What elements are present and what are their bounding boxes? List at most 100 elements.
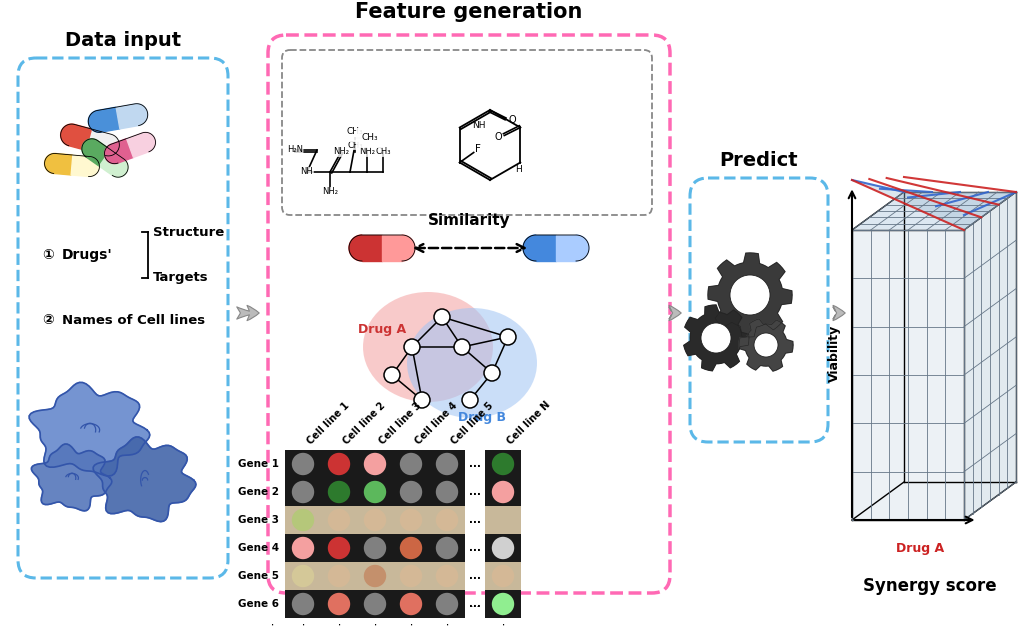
Circle shape xyxy=(753,333,777,357)
Polygon shape xyxy=(683,305,748,371)
Polygon shape xyxy=(97,107,120,132)
Text: H₂N: H₂N xyxy=(286,145,303,155)
Polygon shape xyxy=(87,130,111,155)
Polygon shape xyxy=(135,104,148,126)
Polygon shape xyxy=(68,125,93,151)
Polygon shape xyxy=(89,110,101,132)
Text: ⋮: ⋮ xyxy=(441,624,452,626)
Polygon shape xyxy=(89,156,99,177)
Circle shape xyxy=(327,509,350,531)
Polygon shape xyxy=(105,135,119,156)
Polygon shape xyxy=(71,155,91,177)
Polygon shape xyxy=(112,159,128,177)
Polygon shape xyxy=(707,253,791,337)
Circle shape xyxy=(364,537,386,559)
Text: O: O xyxy=(494,133,501,143)
Text: ⋮: ⋮ xyxy=(266,624,277,626)
Polygon shape xyxy=(30,382,150,476)
Text: ...: ... xyxy=(469,543,481,553)
Text: Gene 3: Gene 3 xyxy=(237,515,279,525)
Circle shape xyxy=(399,537,422,559)
Text: Gene 2: Gene 2 xyxy=(237,487,279,497)
Text: Gene 1: Gene 1 xyxy=(237,459,279,469)
Bar xyxy=(484,506,521,534)
Text: Cell line 1: Cell line 1 xyxy=(305,400,351,446)
Circle shape xyxy=(435,481,458,503)
Text: CH₃: CH₃ xyxy=(346,128,363,136)
Circle shape xyxy=(700,323,731,353)
Text: O: O xyxy=(507,115,516,125)
Polygon shape xyxy=(963,192,1015,520)
Bar xyxy=(284,590,465,618)
Circle shape xyxy=(491,453,514,475)
Polygon shape xyxy=(86,141,111,166)
Text: Drug A: Drug A xyxy=(358,324,406,337)
Circle shape xyxy=(484,365,499,381)
Polygon shape xyxy=(93,437,196,521)
Text: F: F xyxy=(474,145,480,155)
Circle shape xyxy=(730,275,769,315)
Bar xyxy=(484,450,521,478)
Circle shape xyxy=(491,593,514,615)
Text: NH: NH xyxy=(301,168,313,177)
Text: Viability: Viability xyxy=(826,325,840,382)
Circle shape xyxy=(327,565,350,587)
Text: ①: ① xyxy=(42,248,54,262)
Polygon shape xyxy=(382,235,401,261)
Polygon shape xyxy=(60,124,74,146)
Polygon shape xyxy=(348,235,362,261)
Text: Gene 6: Gene 6 xyxy=(237,599,279,609)
Circle shape xyxy=(291,453,314,475)
Polygon shape xyxy=(851,230,963,520)
Text: ...: ... xyxy=(469,515,481,525)
Bar xyxy=(284,506,465,534)
Text: Predict: Predict xyxy=(719,151,798,170)
Text: Cell line 4: Cell line 4 xyxy=(413,400,459,446)
Text: NH₂: NH₂ xyxy=(359,148,375,156)
Circle shape xyxy=(435,593,458,615)
Text: Drug A: Drug A xyxy=(895,542,943,555)
Text: Structure: Structure xyxy=(153,225,224,239)
Text: ...: ... xyxy=(469,487,481,497)
Ellipse shape xyxy=(363,292,492,402)
Text: Drug B: Drug B xyxy=(458,411,505,424)
Text: ⋮: ⋮ xyxy=(497,624,508,626)
Ellipse shape xyxy=(407,308,536,418)
Text: ...: ... xyxy=(469,599,480,609)
Polygon shape xyxy=(555,235,576,261)
Circle shape xyxy=(404,339,420,355)
Polygon shape xyxy=(523,235,535,261)
Text: NH₂: NH₂ xyxy=(332,148,348,156)
Circle shape xyxy=(491,565,514,587)
Polygon shape xyxy=(851,192,1015,230)
Polygon shape xyxy=(362,235,382,261)
Polygon shape xyxy=(142,132,155,151)
Text: CH₃: CH₃ xyxy=(375,148,390,156)
Circle shape xyxy=(291,481,314,503)
Text: ⋮: ⋮ xyxy=(369,624,380,626)
Text: Gene 5: Gene 5 xyxy=(237,571,279,581)
Text: ...: ... xyxy=(469,599,481,609)
Circle shape xyxy=(435,537,458,559)
Polygon shape xyxy=(111,138,133,163)
Text: Gene 4: Gene 4 xyxy=(237,543,279,553)
Circle shape xyxy=(491,481,514,503)
Bar xyxy=(484,534,521,562)
Text: CH₃: CH₃ xyxy=(346,140,363,150)
Circle shape xyxy=(364,565,386,587)
Polygon shape xyxy=(739,319,792,371)
Polygon shape xyxy=(126,133,149,157)
Circle shape xyxy=(399,565,422,587)
Text: Names of Cell lines: Names of Cell lines xyxy=(62,314,205,327)
Text: Drugs': Drugs' xyxy=(62,248,113,262)
Bar xyxy=(284,478,465,506)
Polygon shape xyxy=(116,104,139,129)
Circle shape xyxy=(364,593,386,615)
Polygon shape xyxy=(535,235,555,261)
Bar xyxy=(484,590,521,618)
Circle shape xyxy=(499,329,516,345)
Circle shape xyxy=(327,453,350,475)
Text: ...: ... xyxy=(469,459,481,469)
Circle shape xyxy=(433,309,449,325)
Text: Cell line N: Cell line N xyxy=(504,399,551,446)
